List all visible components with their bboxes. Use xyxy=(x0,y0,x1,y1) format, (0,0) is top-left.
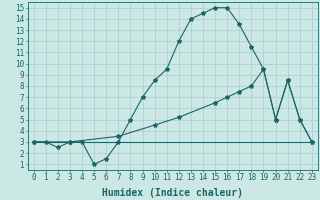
X-axis label: Humidex (Indice chaleur): Humidex (Indice chaleur) xyxy=(102,188,243,198)
